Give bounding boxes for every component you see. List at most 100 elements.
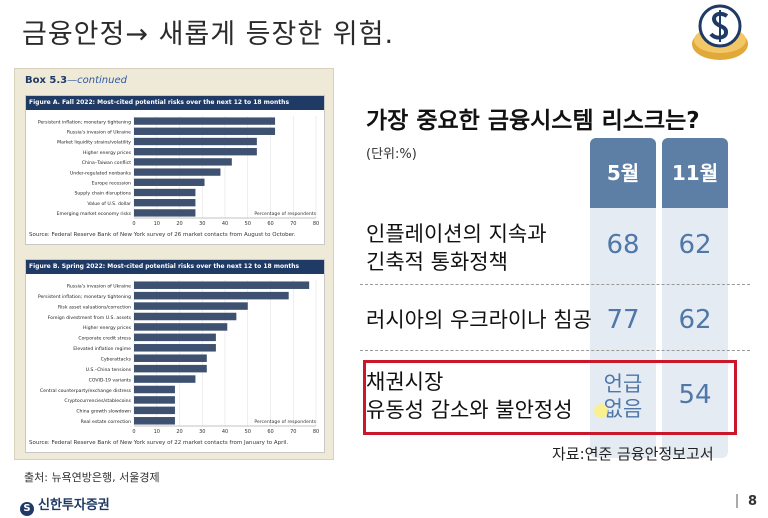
row-1-label: 인플레이션의 지속과 긴축적 통화정책 [366, 220, 547, 276]
x-tick-label: 10 [154, 221, 160, 227]
bar [134, 199, 196, 207]
bar [134, 302, 248, 310]
box-continued: —continued [67, 75, 127, 86]
category-label: Europe recession [92, 181, 131, 187]
row-divider-2 [360, 350, 750, 351]
bar [134, 158, 232, 166]
x-tick-label: 30 [199, 221, 205, 227]
category-label: Russia's invasion of Ukraine [67, 130, 131, 136]
category-label: COVID-19 variants [89, 377, 132, 383]
bar [134, 178, 205, 186]
row-1-label-line1: 인플레이션의 지속과 [366, 222, 547, 246]
highlight-box [363, 360, 737, 435]
row-3-may-line1: 언급 [603, 372, 643, 396]
row-3-may-value: 언급 없음 [590, 372, 656, 422]
x-tick-label: 80 [313, 429, 319, 435]
bar [134, 209, 196, 217]
row-2-label: 러시아의 우크라이나 침공 [366, 308, 592, 332]
brand-mark-icon: S [20, 502, 34, 516]
x-tick-label: 70 [290, 221, 296, 227]
bar [134, 344, 216, 352]
category-label: Foreign divestment from U.S. assets [48, 315, 132, 321]
bar [134, 127, 276, 135]
slide-title: 금융안정→ 새롭게 등장한 위험. [22, 19, 395, 50]
category-label: Higher energy prices [83, 325, 132, 331]
bar [134, 396, 175, 404]
x-tick-label: 50 [245, 221, 251, 227]
figure-b-card: Figure B. Spring 2022: Most-cited potent… [25, 259, 325, 453]
x-axis-label: Percentage of respondents [254, 419, 316, 425]
x-tick-label: 50 [245, 429, 251, 435]
bar [134, 168, 221, 176]
row-3-may-line2: 없음 [603, 397, 643, 421]
category-label: Real estate correction [81, 419, 131, 425]
x-tick-label: 0 [132, 429, 135, 435]
category-label: Under-regulated nonbanks [70, 170, 132, 176]
figure-a-source: Source: Federal Reserve Bank of New York… [29, 232, 296, 238]
x-tick-label: 60 [267, 221, 273, 227]
category-label: Risk asset valuations/correction [58, 304, 131, 310]
category-label: Central counterparty/exchange distress [40, 388, 132, 394]
box-number: Box 5.3 [25, 75, 68, 86]
x-tick-label: 60 [267, 429, 273, 435]
bar [134, 148, 257, 156]
x-axis-label: Percentage of respondents [254, 211, 316, 217]
report-source: 자료:연준 금융안정보고서 [552, 445, 714, 463]
x-tick-label: 40 [222, 221, 228, 227]
x-tick-label: 0 [132, 221, 135, 227]
figure-a-chart: Persistent inflation; monetary tightenin… [38, 116, 319, 227]
bar [134, 137, 257, 146]
bar [134, 323, 228, 331]
column-header-may: 5월 [590, 138, 656, 208]
brand-logo: S 신한투자증권 [20, 494, 110, 516]
category-label: Elevated inflation regime [73, 346, 131, 352]
x-tick-label: 30 [199, 429, 205, 435]
category-label: Cyberattacks [101, 356, 132, 362]
category-label: China growth slowdown [76, 409, 131, 415]
bar [134, 333, 216, 342]
bar [134, 312, 237, 321]
bar [134, 291, 289, 300]
category-label: Value of U.S. dollar [87, 201, 131, 207]
row-2-may-value: 77 [606, 305, 640, 335]
row-3-label-line2: 유동성 감소와 불안정성 [366, 398, 573, 422]
x-tick-label: 10 [154, 429, 160, 435]
row-1-may-value: 68 [606, 230, 640, 260]
category-label: Emerging market economy risks [57, 211, 132, 217]
row-divider-1 [360, 284, 750, 285]
figure-a-title: Figure A. Fall 2022: Most-cited potentia… [26, 96, 324, 110]
category-label: Higher energy prices [83, 150, 132, 156]
footer-source: 출처: 뉴욕연방은행, 서울경제 [24, 471, 160, 484]
risk-table-title: 가장 중요한 금융시스템 리스크는? [366, 108, 700, 134]
bar [134, 417, 175, 425]
category-label: China–Taiwan conflict [82, 160, 131, 166]
category-label: U.S.–China tensions [86, 367, 132, 373]
bar [134, 354, 207, 362]
bar [134, 375, 196, 383]
figure-b-chart: Russia's invasion of Ukraine Persistent i… [38, 280, 319, 435]
bar [134, 385, 175, 394]
row-2-nov-value: 62 [678, 305, 712, 335]
box-panel: Box 5.3—continued Figure A. Fall 2022: M… [14, 68, 334, 460]
unit-label: (단위:%) [366, 147, 417, 162]
category-label: Cryptocurrencies/stablecoins [64, 398, 131, 404]
figure-a-card: Figure A. Fall 2022: Most-cited potentia… [25, 95, 325, 245]
page-number: 8 [748, 494, 758, 509]
bar [134, 188, 196, 197]
category-label: Supply chain disruptions [74, 191, 131, 197]
dollar-emblem-icon [692, 4, 748, 60]
page-separator [736, 494, 738, 508]
row-3-label: 채권시장 유동성 감소와 불안정성 [366, 368, 573, 424]
x-tick-label: 80 [313, 221, 319, 227]
row-1-label-line2: 긴축적 통화정책 [366, 250, 508, 274]
bar [134, 117, 276, 125]
category-label: Market liquidity strains/volatility [57, 140, 131, 146]
x-tick-label: 40 [222, 429, 228, 435]
category-label: Persistent inflation; monetary tightenin… [38, 294, 131, 300]
x-tick-label: 70 [290, 429, 296, 435]
brand-name: 신한투자증권 [38, 498, 110, 513]
category-label: Persistent inflation; monetary tightenin… [38, 119, 131, 125]
category-label: Corporate credit stress [78, 336, 131, 342]
row-3-label-line1: 채권시장 [366, 370, 444, 394]
bar [134, 281, 310, 289]
